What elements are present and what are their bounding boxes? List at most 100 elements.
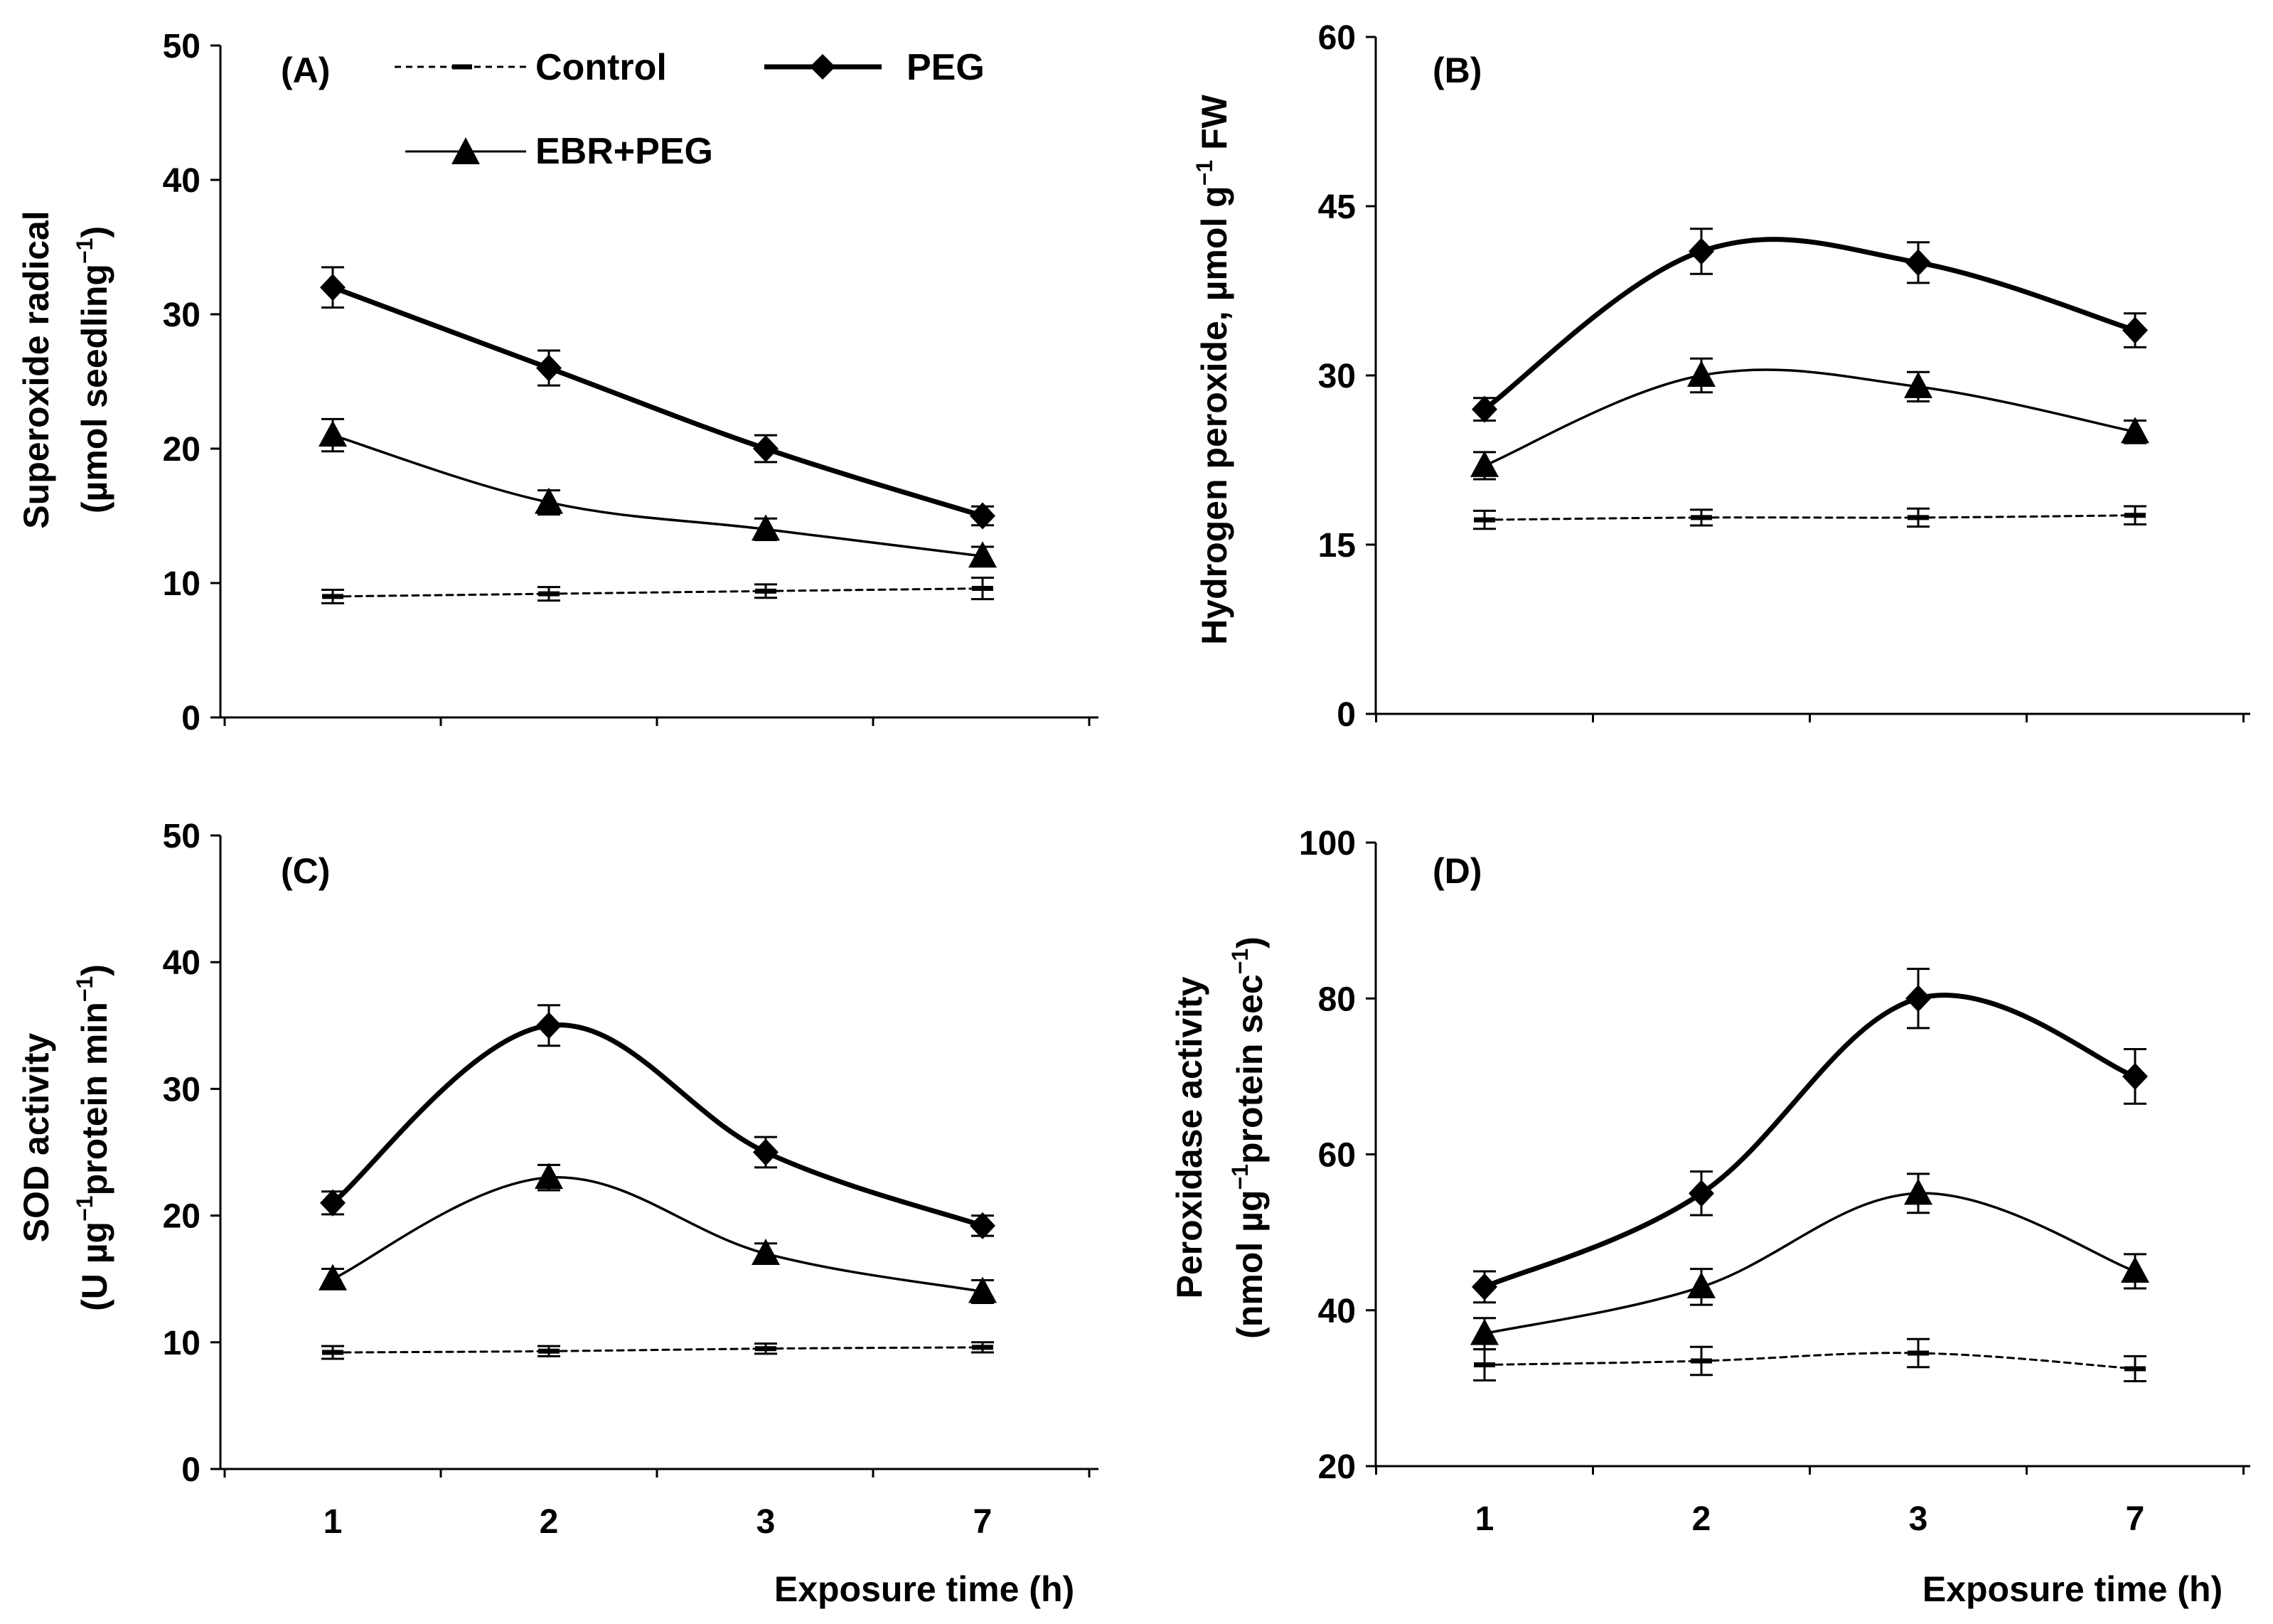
panel-b-ytick-label: 60 xyxy=(1318,19,1356,57)
panel-c-ylabel-unit-sup2: −1 xyxy=(72,976,97,1002)
panel-d-ylabel-unit: (nmol µg−1protein sec−1) xyxy=(1227,936,1270,1339)
panel-c-label: (C) xyxy=(281,851,330,891)
panel-d-xtick-label: 1 xyxy=(1475,1500,1494,1538)
panel-d-xtick-label: 3 xyxy=(1909,1500,1928,1538)
panel-b-ylabel-post: FW xyxy=(1194,94,1234,159)
panel-a-series-control xyxy=(331,587,984,598)
panel-a-ytick-label: 10 xyxy=(163,565,200,603)
panel-c-ylabel-unit-post: protein min xyxy=(75,1002,114,1195)
panel-a-ytick-label: 0 xyxy=(181,700,200,737)
panel-c-point-peg xyxy=(320,1189,346,1217)
panel-a-point-ebr-peg xyxy=(535,487,563,514)
panel-d-ylabel-unit-sup: −1 xyxy=(1227,1164,1253,1190)
panel-c-ytick-label: 30 xyxy=(163,1071,200,1109)
panel-a-ylabel: Superoxide radical xyxy=(16,210,56,528)
panel-b-point-peg xyxy=(1472,395,1497,423)
panel-a-point-peg xyxy=(536,354,562,382)
panel-d-ylabel-unit-post2: ) xyxy=(1230,936,1270,949)
panel-d: (D) Peroxidase activity (nmol µg−1protei… xyxy=(1170,825,2250,1609)
panel-c: (C) SOD activity (U µg−1protein min−1) E… xyxy=(16,818,1098,1609)
legend-control-label: Control xyxy=(535,47,667,88)
panel-c-ytick-label: 10 xyxy=(163,1325,200,1362)
panel-c-xtick-label: 7 xyxy=(973,1503,993,1541)
panel-d-point-ebr-peg xyxy=(1904,1178,1932,1205)
panel-b-series-peg xyxy=(1482,237,2138,412)
panel-c-ylabel-unit-sup: −1 xyxy=(72,1195,97,1221)
panel-b-point-ebr-peg xyxy=(2121,417,2149,444)
panel-d-point-ebr-peg xyxy=(1687,1271,1716,1298)
panel-d-xlabel: Exposure time (h) xyxy=(1922,1569,2223,1609)
panel-c-ylabel: SOD activity xyxy=(16,1033,56,1243)
panel-c-ylabel-unit-post2: ) xyxy=(75,964,114,976)
panel-b-point-peg xyxy=(1905,249,1931,277)
panel-a-series-ebr-peg xyxy=(331,434,984,557)
panel-d-ylabel-main: Peroxidase activity xyxy=(1170,976,1209,1298)
panel-c-point-ebr-peg xyxy=(968,1276,997,1303)
panel-c-ytick-label: 0 xyxy=(181,1451,200,1489)
panel-b-point-peg xyxy=(1689,237,1714,265)
legend-ebr-label: EBR+PEG xyxy=(535,131,713,172)
panel-c-point-peg xyxy=(970,1212,995,1239)
panel-d-point-peg xyxy=(2122,1062,2148,1090)
panel-c-point-peg xyxy=(536,1012,562,1040)
panel-d-series-control xyxy=(1483,1352,2136,1370)
panel-b-point-ebr-peg xyxy=(1470,450,1499,477)
panel-c-ylabel-unit-pre: (U µg xyxy=(75,1222,114,1311)
panel-d-point-ebr-peg xyxy=(1470,1318,1499,1345)
legend-ebr-marker xyxy=(451,137,480,164)
panel-c-series-ebr-peg xyxy=(331,1176,984,1293)
panel-d-point-peg xyxy=(1689,1180,1714,1207)
panel-c-ytick-label: 40 xyxy=(163,944,200,982)
panel-c-point-peg xyxy=(753,1138,779,1166)
panel-b-series-ebr-peg xyxy=(1483,368,2136,467)
panel-b-ylabel-main: Hydrogen peroxide, µmol g xyxy=(1194,186,1234,645)
legend-peg-label: PEG xyxy=(906,47,985,88)
panel-a-ytick-label: 20 xyxy=(163,431,200,469)
panel-b-ytick-label: 30 xyxy=(1318,358,1356,395)
panel-a-ylabel-unit-pre: (µmol seedling xyxy=(75,264,114,513)
panel-d-ytick-label: 40 xyxy=(1318,1293,1356,1330)
panel-b-series-control xyxy=(1483,514,2136,521)
panel-c-ylabel-main: SOD activity xyxy=(16,1033,56,1243)
panel-c-xlabel: Exposure time (h) xyxy=(774,1569,1074,1609)
panel-a-point-ebr-peg xyxy=(319,420,347,447)
panel-c-point-ebr-peg xyxy=(535,1163,563,1190)
panel-d-point-ebr-peg xyxy=(2121,1256,2149,1283)
panel-a-ytick-label: 50 xyxy=(163,28,200,65)
panel-d-ytick-label: 20 xyxy=(1318,1448,1356,1486)
panel-b-point-ebr-peg xyxy=(1904,371,1932,398)
panel-c-series-peg xyxy=(330,1022,985,1229)
panel-d-xtick-label: 7 xyxy=(2126,1500,2145,1538)
panel-c-point-ebr-peg xyxy=(752,1239,780,1266)
panel-d-label: (D) xyxy=(1433,851,1482,891)
panel-a-point-ebr-peg xyxy=(752,514,780,541)
panel-a-ylabel-unit-sup: −1 xyxy=(72,238,97,264)
panel-b: (B) Hydrogen peroxide, µmol g−1 FW 0 15 30… xyxy=(1192,19,2250,734)
panel-d-ylabel: Peroxidase activity xyxy=(1170,976,1209,1298)
panel-c-series-control xyxy=(331,1346,984,1354)
panel-a-ylabel-unit-post: ) xyxy=(75,226,114,238)
panel-b-label: (B) xyxy=(1433,50,1482,90)
panel-a-ytick-label: 30 xyxy=(163,297,200,334)
panel-b-ytick-label: 0 xyxy=(1337,696,1356,734)
legend: Control PEG EBR+PEG xyxy=(395,47,985,172)
panel-a-ylabel-unit: (µmol seedling−1) xyxy=(72,226,114,513)
legend-peg-marker xyxy=(810,54,835,80)
panel-c-xtick-label: 3 xyxy=(756,1503,776,1541)
panel-b-point-ebr-peg xyxy=(1687,360,1716,387)
panel-a-point-ebr-peg xyxy=(968,541,997,568)
panel-b-point-peg xyxy=(2122,316,2148,344)
panel-d-ytick-label: 100 xyxy=(1299,825,1356,862)
panel-a-label: (A) xyxy=(281,50,330,90)
panel-d-series-peg xyxy=(1482,993,2138,1290)
panel-c-ytick-label: 50 xyxy=(163,818,200,855)
panel-a-point-peg xyxy=(320,274,346,301)
panel-d-point-peg xyxy=(1905,985,1931,1013)
panel-a: (A) Superoxide radical (µmol seedling−1)… xyxy=(16,28,1098,737)
panel-d-ytick-label: 80 xyxy=(1318,981,1356,1018)
panel-b-ytick-label: 45 xyxy=(1318,188,1356,226)
panel-d-ylabel-unit-pre: (nmol µg xyxy=(1230,1190,1270,1339)
panel-c-point-ebr-peg xyxy=(319,1264,347,1291)
panel-d-ylabel-unit-sup2: −1 xyxy=(1227,949,1253,974)
